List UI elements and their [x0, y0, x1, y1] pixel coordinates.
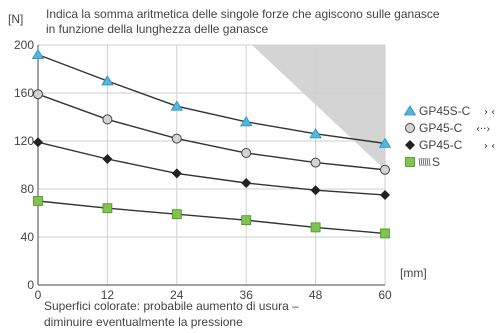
- series-line-0: [37, 53, 386, 145]
- x-axis-unit-label: [mm]: [400, 266, 427, 280]
- legend-marker-0: [403, 105, 417, 116]
- spring-coil: [422, 157, 425, 167]
- legend-marker-3: [405, 157, 415, 167]
- chart-description-line-2: in funzione della lunghezza delle ganasc…: [46, 22, 269, 36]
- data-point-2-0: [33, 137, 43, 148]
- x-tick-label: 60: [378, 288, 392, 302]
- y-tick-label: 200: [14, 38, 34, 52]
- chart-description: Indica la somma aritmetica delle singole…: [46, 7, 491, 37]
- x-tick-label: 12: [101, 288, 115, 302]
- data-point-1-4: [310, 157, 321, 168]
- x-tick-label: 48: [309, 288, 323, 302]
- legend-label-2: GP45-C: [419, 138, 463, 152]
- note-line-2: diminuire eventualmente la pressione: [44, 315, 243, 329]
- spring-coil: [420, 157, 423, 167]
- series-line-2: [37, 141, 386, 196]
- spring-coil: [426, 157, 429, 167]
- legend-marker-2: [405, 140, 415, 150]
- data-point-3-2: [171, 209, 182, 220]
- x-tick-label: 36: [240, 288, 254, 302]
- y-tick-label: 160: [14, 86, 34, 100]
- legend-label-3: S: [432, 155, 440, 169]
- data-point-3-4: [310, 222, 321, 233]
- data-point-2-5: [380, 190, 390, 200]
- y-tick-label: 40: [21, 230, 35, 244]
- data-point-2-1: [102, 154, 113, 164]
- spring-icon: [418, 157, 431, 167]
- data-point-1-3: [241, 148, 252, 158]
- data-point-2-4: [310, 185, 321, 196]
- spring-coil: [418, 157, 421, 167]
- x-tick-label: 0: [35, 288, 42, 302]
- series-line-3: [37, 200, 386, 235]
- data-point-2-2: [171, 168, 182, 179]
- data-point-0-4: [309, 128, 322, 139]
- legend-symbol-0: › ‹: [484, 107, 495, 118]
- data-point-1-2: [171, 133, 182, 144]
- legend-label-1: GP45-C: [419, 121, 463, 135]
- chart-description-line-1: Indica la somma aritmetica delle singole…: [46, 7, 440, 21]
- y-tick-label: 80: [21, 182, 35, 196]
- y-tick-label: 120: [14, 134, 34, 148]
- legend-symbol-2: › ‹: [484, 141, 495, 152]
- data-point-0-2: [170, 100, 184, 111]
- data-point-3-3: [241, 215, 252, 226]
- data-point-3-1: [102, 203, 113, 214]
- data-point-1-0: [33, 89, 43, 100]
- spring-coil: [424, 157, 427, 167]
- data-point-0-1: [101, 75, 114, 86]
- series-line-1: [37, 93, 386, 171]
- y-axis-unit-label: [N]: [8, 12, 24, 26]
- spring-coil: [428, 157, 431, 167]
- data-point-3-0: [33, 196, 43, 206]
- legend-marker-1: [405, 123, 415, 133]
- legend-label-0: GP45S-C: [419, 104, 471, 118]
- note-line-1: Superfici colorate: probabile aumento di…: [44, 299, 299, 313]
- wear-shaded-region: [251, 45, 385, 170]
- data-point-1-5: [380, 164, 390, 175]
- y-tick-label: 0: [27, 278, 34, 292]
- legend-symbol-1: ‹··›: [476, 124, 490, 135]
- data-point-2-3: [241, 178, 252, 188]
- data-point-3-5: [380, 228, 390, 239]
- data-point-0-3: [239, 116, 253, 127]
- data-point-0-5: [378, 137, 392, 148]
- data-point-0-0: [31, 48, 45, 59]
- x-tick-label: 24: [170, 288, 184, 302]
- data-point-1-1: [102, 114, 113, 125]
